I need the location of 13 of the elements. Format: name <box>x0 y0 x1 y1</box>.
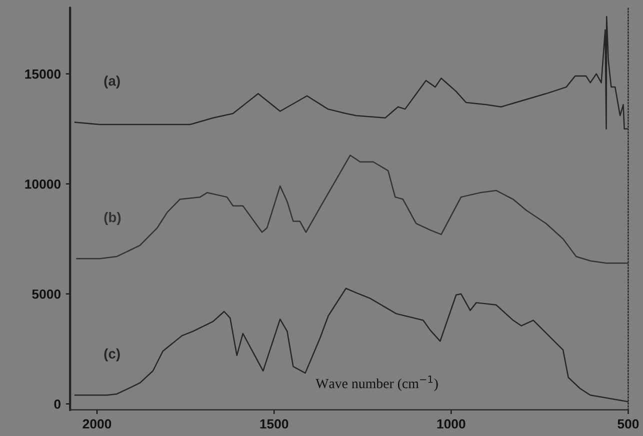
y-tick-label: 15000 <box>25 69 61 79</box>
y-tick-label: 5000 <box>32 289 61 299</box>
text: (a) <box>104 76 120 89</box>
text: (c) <box>104 348 120 362</box>
x-tick-label: 2000 <box>82 419 112 429</box>
series-label: (b) <box>104 212 121 225</box>
x-axis-title: Wave number (cm$^{−1}$) <box>316 376 438 392</box>
x-tick-label: 1000 <box>437 419 466 429</box>
line-series <box>76 154 628 264</box>
y-tick-label: 10000 <box>25 179 61 189</box>
x-tick-label: 500 <box>618 419 639 429</box>
y-tick-label: 0 <box>54 399 61 409</box>
x-tick-label: 1500 <box>260 419 288 429</box>
